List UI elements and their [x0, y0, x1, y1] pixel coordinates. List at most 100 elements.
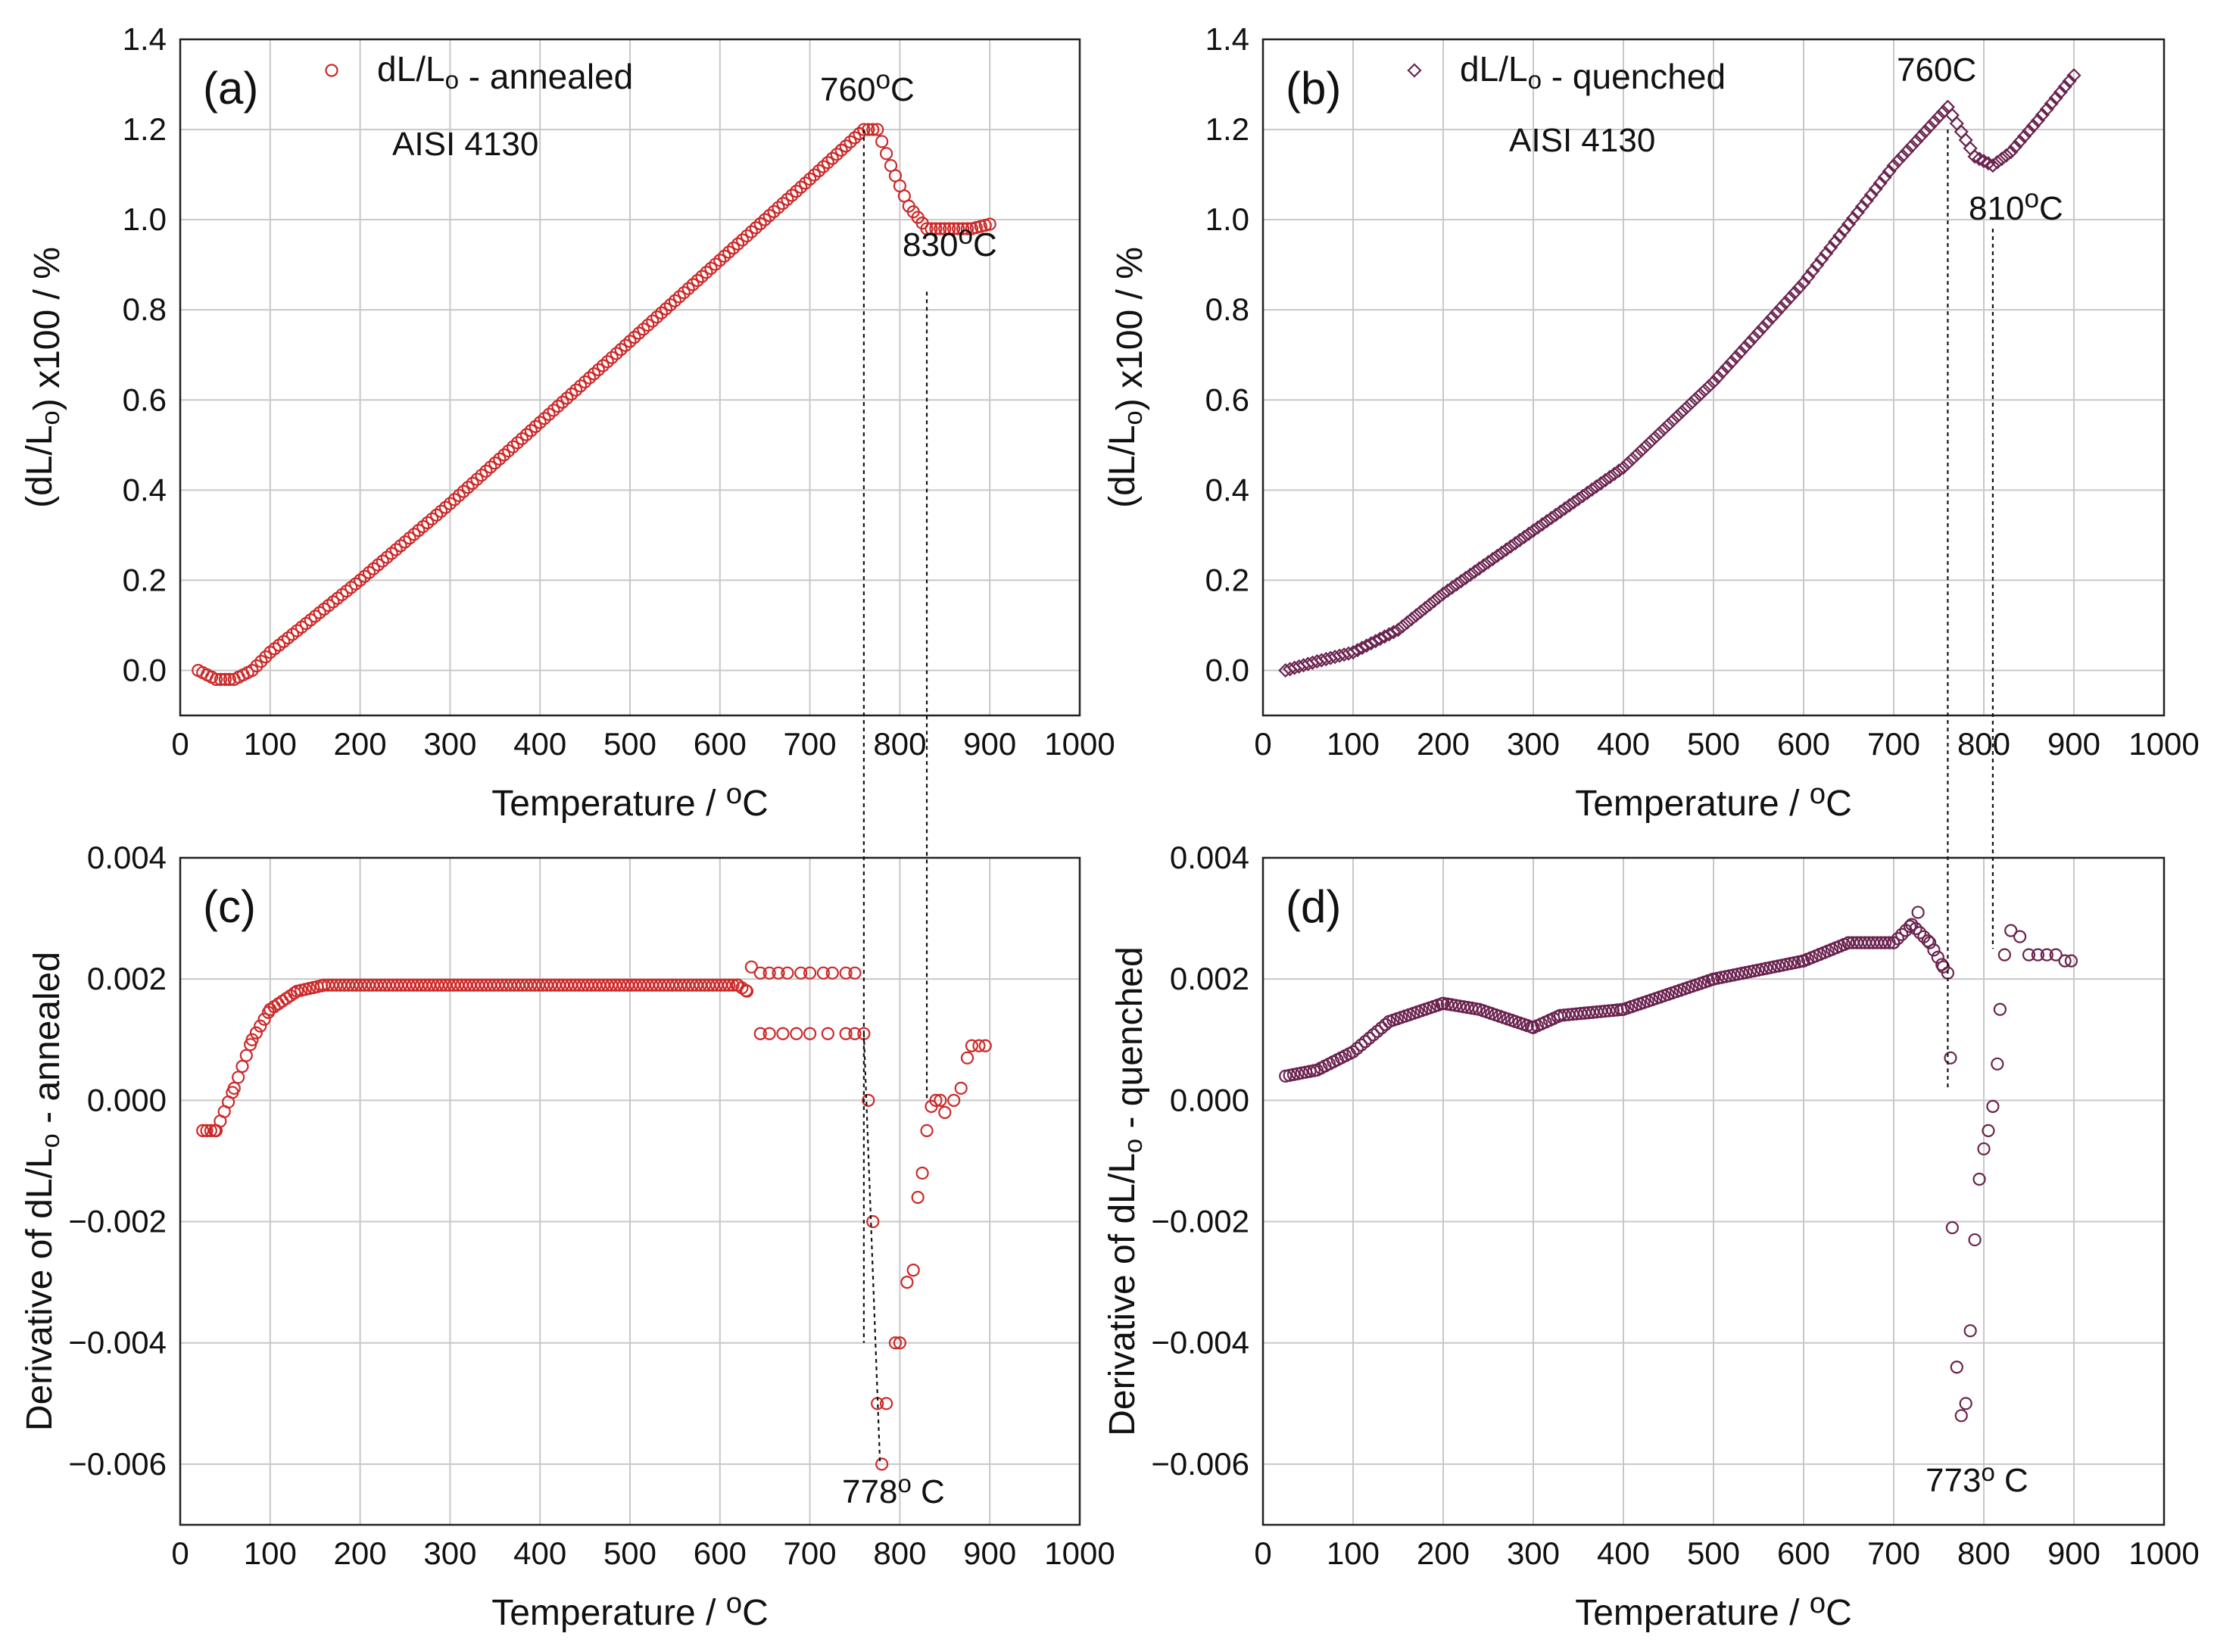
y-tick-label: 0.002: [1170, 961, 1249, 996]
data-point: [1913, 926, 1927, 940]
data-point: [866, 1214, 880, 1229]
data-point: [447, 493, 461, 507]
data-point: [1814, 251, 1829, 267]
data-series-d: [1279, 905, 2078, 1423]
x-tick-label: 400: [1597, 1535, 1650, 1571]
data-point: [1467, 564, 1483, 579]
data-point: [871, 123, 884, 136]
data-point: [452, 488, 466, 503]
data-point: [965, 1039, 979, 1052]
data-point: [753, 1027, 767, 1040]
data-point: [776, 1027, 790, 1040]
data-point: [1512, 532, 1527, 547]
data-point: [542, 407, 556, 421]
data-point: [1656, 422, 1672, 437]
x-tick-label: 100: [244, 1535, 297, 1571]
data-point: [799, 176, 812, 190]
data-point: [794, 966, 808, 980]
data-point: [735, 233, 750, 247]
data-point: [218, 672, 232, 686]
data-point: [1548, 507, 1564, 522]
data-point: [1530, 520, 1545, 535]
annotation: 778o C: [842, 1470, 945, 1510]
data-point: [1517, 529, 1532, 544]
data-point: [1715, 364, 1730, 379]
data-point: [2031, 948, 2044, 962]
data-point: [772, 201, 785, 214]
data-point: [1729, 350, 1744, 365]
data-point: [722, 245, 736, 259]
data-point: [1350, 1042, 1364, 1055]
data-point: [1841, 217, 1857, 232]
data-point: [538, 412, 551, 425]
data-point: [1927, 943, 1941, 957]
data-point: [1879, 936, 1892, 949]
y-tick-label: 1.4: [123, 21, 167, 57]
data-point: [551, 400, 565, 413]
data-point: [519, 428, 533, 441]
data-point: [1594, 1005, 1607, 1018]
data-point: [1923, 936, 1937, 949]
data-point: [866, 123, 880, 136]
data-point: [1787, 285, 1802, 301]
data-point: [704, 261, 718, 276]
data-point: [1854, 199, 1869, 214]
data-point: [1458, 570, 1473, 585]
x-tick-label: 400: [513, 726, 566, 762]
data-point: [461, 481, 475, 494]
data-point: [1535, 517, 1550, 532]
data-point: [257, 1012, 271, 1026]
data-point: [245, 663, 259, 678]
data-point: [1679, 400, 1694, 415]
x-tick-label: 600: [694, 1535, 747, 1571]
data-point: [1926, 114, 1942, 129]
data-point: [1665, 413, 1681, 428]
x-tick-label: 800: [873, 726, 926, 762]
data-point: [250, 659, 263, 673]
data-point: [1590, 1005, 1604, 1019]
data-point: [1364, 636, 1379, 651]
y-tick-label: 0.2: [123, 562, 167, 597]
data-point: [848, 1027, 862, 1040]
data-point: [938, 222, 952, 235]
data-point: [677, 285, 691, 300]
data-point: [713, 254, 727, 267]
data-point: [1909, 921, 1922, 936]
data-point: [749, 221, 762, 235]
data-point: [803, 966, 817, 980]
x-tick-label: 800: [1957, 726, 2010, 762]
data-point: [1670, 409, 1685, 424]
data-point: [956, 222, 970, 235]
data-point: [1922, 119, 1938, 134]
data-point: [1395, 619, 1411, 634]
y-tick-label: −0.002: [1151, 1204, 1249, 1239]
data-point: [1859, 193, 1874, 208]
data-point: [1379, 1018, 1392, 1031]
data-point: [1733, 344, 1748, 360]
data-point: [610, 347, 623, 360]
data-point: [1911, 905, 1925, 919]
data-point: [1346, 1045, 1360, 1058]
data-point: [1886, 158, 1901, 173]
data-point: [443, 497, 457, 510]
data-point: [1985, 158, 2000, 173]
data-point: [825, 966, 839, 980]
data-point: [1472, 561, 1487, 576]
x-tick-label: 300: [1507, 726, 1560, 762]
y-tick-label: −0.002: [68, 1204, 167, 1239]
data-point: [879, 147, 893, 161]
data-point: [1570, 1007, 1583, 1021]
annotation: AISI 4130: [1509, 122, 1655, 159]
data-point: [663, 298, 678, 312]
data-point: [1575, 488, 1591, 503]
x-tick-label: 0: [171, 726, 189, 762]
data-point: [1993, 1002, 2007, 1016]
legend-label: dL/Lo - quenched: [1460, 49, 1726, 96]
data-point: [722, 978, 736, 992]
x-axis-title: Temperature / oC: [1575, 1587, 1852, 1633]
data-point: [1582, 1006, 1595, 1020]
data-point: [1562, 498, 1577, 513]
data-point: [1972, 1172, 1986, 1186]
x-tick-label: 400: [1597, 726, 1650, 762]
data-point: [934, 1093, 947, 1107]
